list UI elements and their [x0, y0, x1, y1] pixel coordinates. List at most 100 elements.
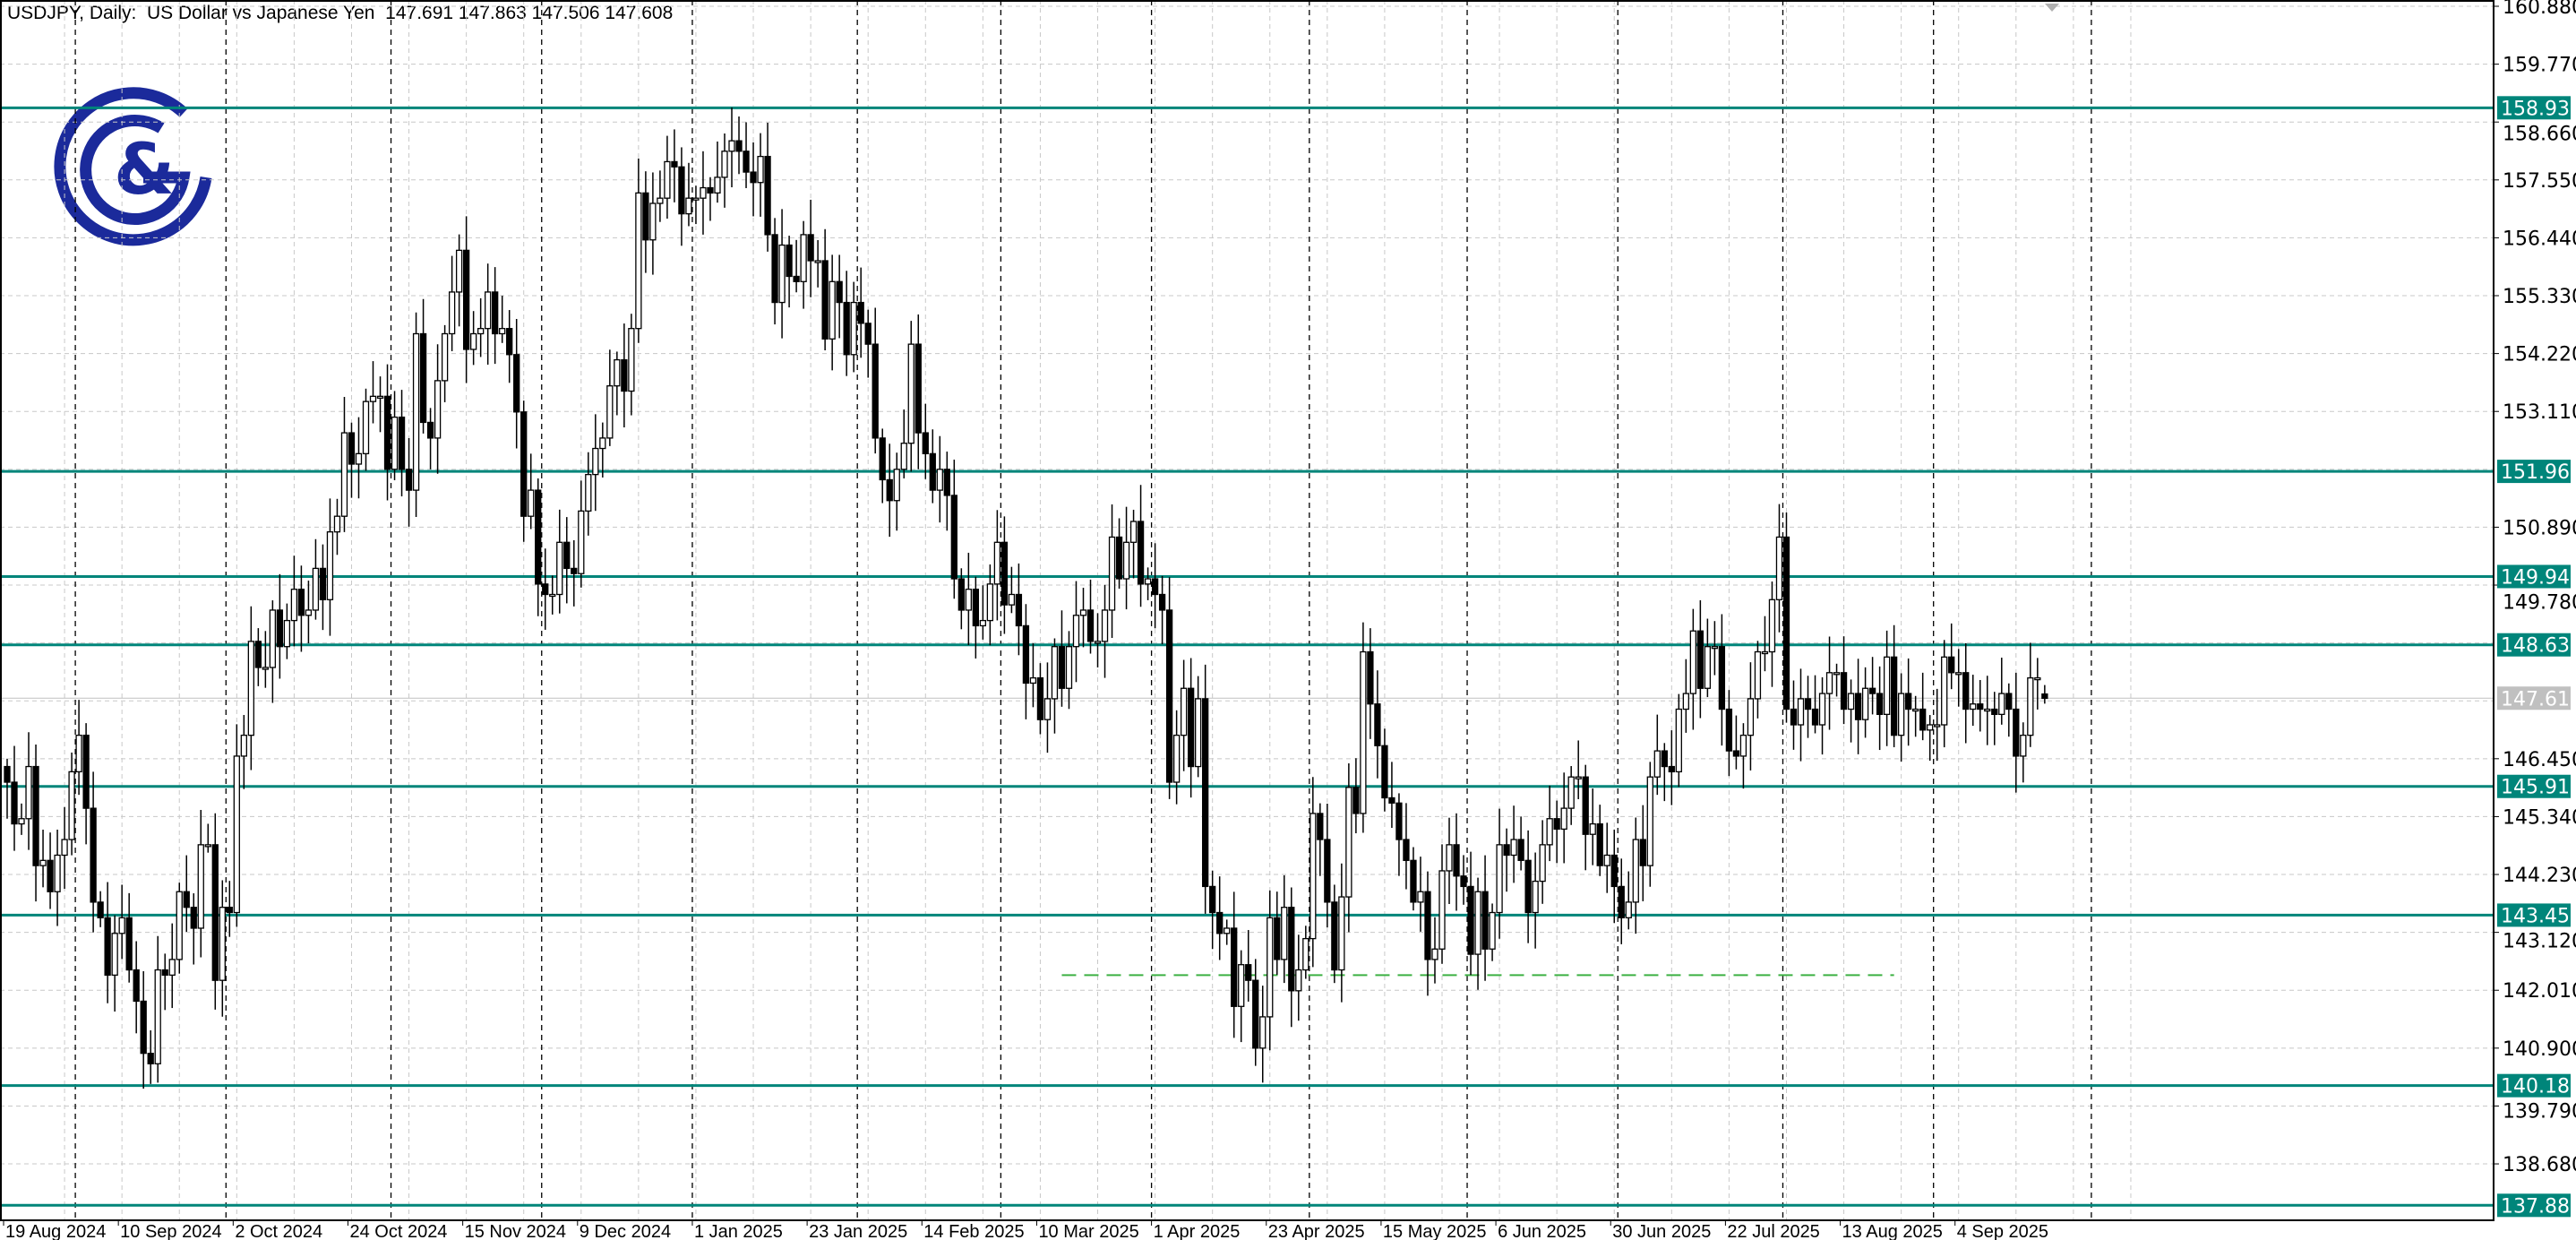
candle: [1503, 828, 1510, 892]
level-label-box: [2497, 903, 2571, 927]
candle: [1058, 610, 1066, 707]
candle-body: [1094, 641, 1102, 644]
candle: [929, 429, 936, 504]
candle-body: [355, 452, 363, 465]
candle: [1833, 663, 1841, 697]
candle: [793, 239, 800, 293]
candle-body: [1775, 536, 1783, 600]
candle: [297, 565, 305, 652]
candle-body: [950, 495, 957, 580]
x-tick-label: 9 Dec 2024: [580, 1222, 671, 1240]
candle: [1704, 618, 1712, 698]
candle: [376, 376, 384, 433]
bid-label: 147.611: [2501, 688, 2576, 710]
candle-body: [1388, 797, 1395, 804]
candle: [1811, 675, 1819, 734]
candle: [1747, 662, 1755, 771]
candle: [1281, 874, 1288, 984]
candle: [1854, 659, 1862, 754]
candle-body: [1395, 802, 1403, 840]
level-label: 158.933: [2501, 98, 2576, 120]
candle-body: [900, 443, 907, 470]
candle: [247, 606, 254, 771]
candle-body: [426, 421, 434, 439]
candle: [1689, 608, 1696, 730]
candle-body: [957, 578, 965, 611]
candle-body: [1510, 839, 1517, 857]
candle-body: [1467, 885, 1474, 955]
candle: [1984, 676, 1991, 745]
candle: [211, 813, 219, 1010]
candle-body: [1804, 698, 1812, 710]
candle-body: [1374, 703, 1381, 746]
candle: [283, 603, 291, 659]
candle: [1532, 852, 1539, 949]
candle-body: [97, 901, 104, 918]
candle-body: [118, 917, 125, 934]
candle: [168, 923, 176, 1009]
y-tick-label: 139.790: [2503, 1101, 2576, 1124]
candle: [1582, 764, 1589, 871]
candle-body: [1274, 917, 1281, 960]
candle-body: [929, 452, 936, 491]
candle-body: [1259, 1016, 1267, 1049]
candle-body: [1474, 891, 1481, 955]
candle-body: [240, 734, 247, 757]
candle: [1991, 692, 1998, 745]
level-label: 151.961: [2501, 461, 2576, 484]
candle-body: [993, 541, 1001, 585]
candle: [1180, 659, 1188, 771]
candle-body: [1689, 630, 1696, 694]
candle-body: [492, 291, 499, 335]
candle-body: [1560, 807, 1567, 831]
candle: [1804, 676, 1812, 738]
candle-body: [1811, 708, 1819, 726]
candle: [829, 254, 836, 371]
candle: [204, 823, 211, 853]
candle: [1768, 581, 1776, 687]
candle-body: [1818, 693, 1826, 726]
candle: [1474, 877, 1481, 990]
candle-body: [47, 859, 54, 892]
candle: [426, 408, 434, 469]
candle: [2034, 658, 2041, 710]
candle: [1682, 659, 1689, 733]
candle: [1267, 890, 1274, 1051]
candle-body: [470, 332, 477, 350]
candle: [1897, 673, 1905, 762]
candle-body: [1108, 536, 1116, 611]
x-tick-label: 22 Jul 2025: [1727, 1222, 1819, 1240]
candle: [642, 171, 649, 273]
candle: [1618, 858, 1625, 944]
candle-body: [1000, 541, 1009, 606]
candle-body: [1711, 646, 1719, 650]
candle: [398, 390, 406, 496]
candle: [563, 517, 571, 604]
candle-body: [348, 432, 356, 465]
candle: [340, 397, 348, 532]
candle-body: [535, 489, 542, 585]
candle-body: [1861, 687, 1869, 720]
candle-body: [621, 358, 628, 392]
candle: [190, 893, 197, 965]
candle-body: [922, 432, 929, 455]
candle-body: [1496, 844, 1503, 914]
candle-body: [441, 332, 449, 382]
candle: [369, 361, 377, 424]
candle-body: [1934, 724, 1941, 728]
candle: [714, 141, 721, 203]
candle-body: [893, 469, 900, 502]
candle-body: [1782, 536, 1790, 710]
candle-body: [786, 244, 793, 278]
candle: [1948, 623, 1955, 690]
candle: [1252, 959, 1259, 1066]
candle-body: [886, 478, 893, 502]
candle: [290, 555, 298, 647]
candle: [735, 116, 743, 175]
candle-body: [75, 734, 82, 773]
candle-body: [1739, 734, 1747, 757]
candle: [1345, 763, 1352, 933]
candle-body: [448, 291, 456, 335]
candle: [800, 220, 807, 309]
